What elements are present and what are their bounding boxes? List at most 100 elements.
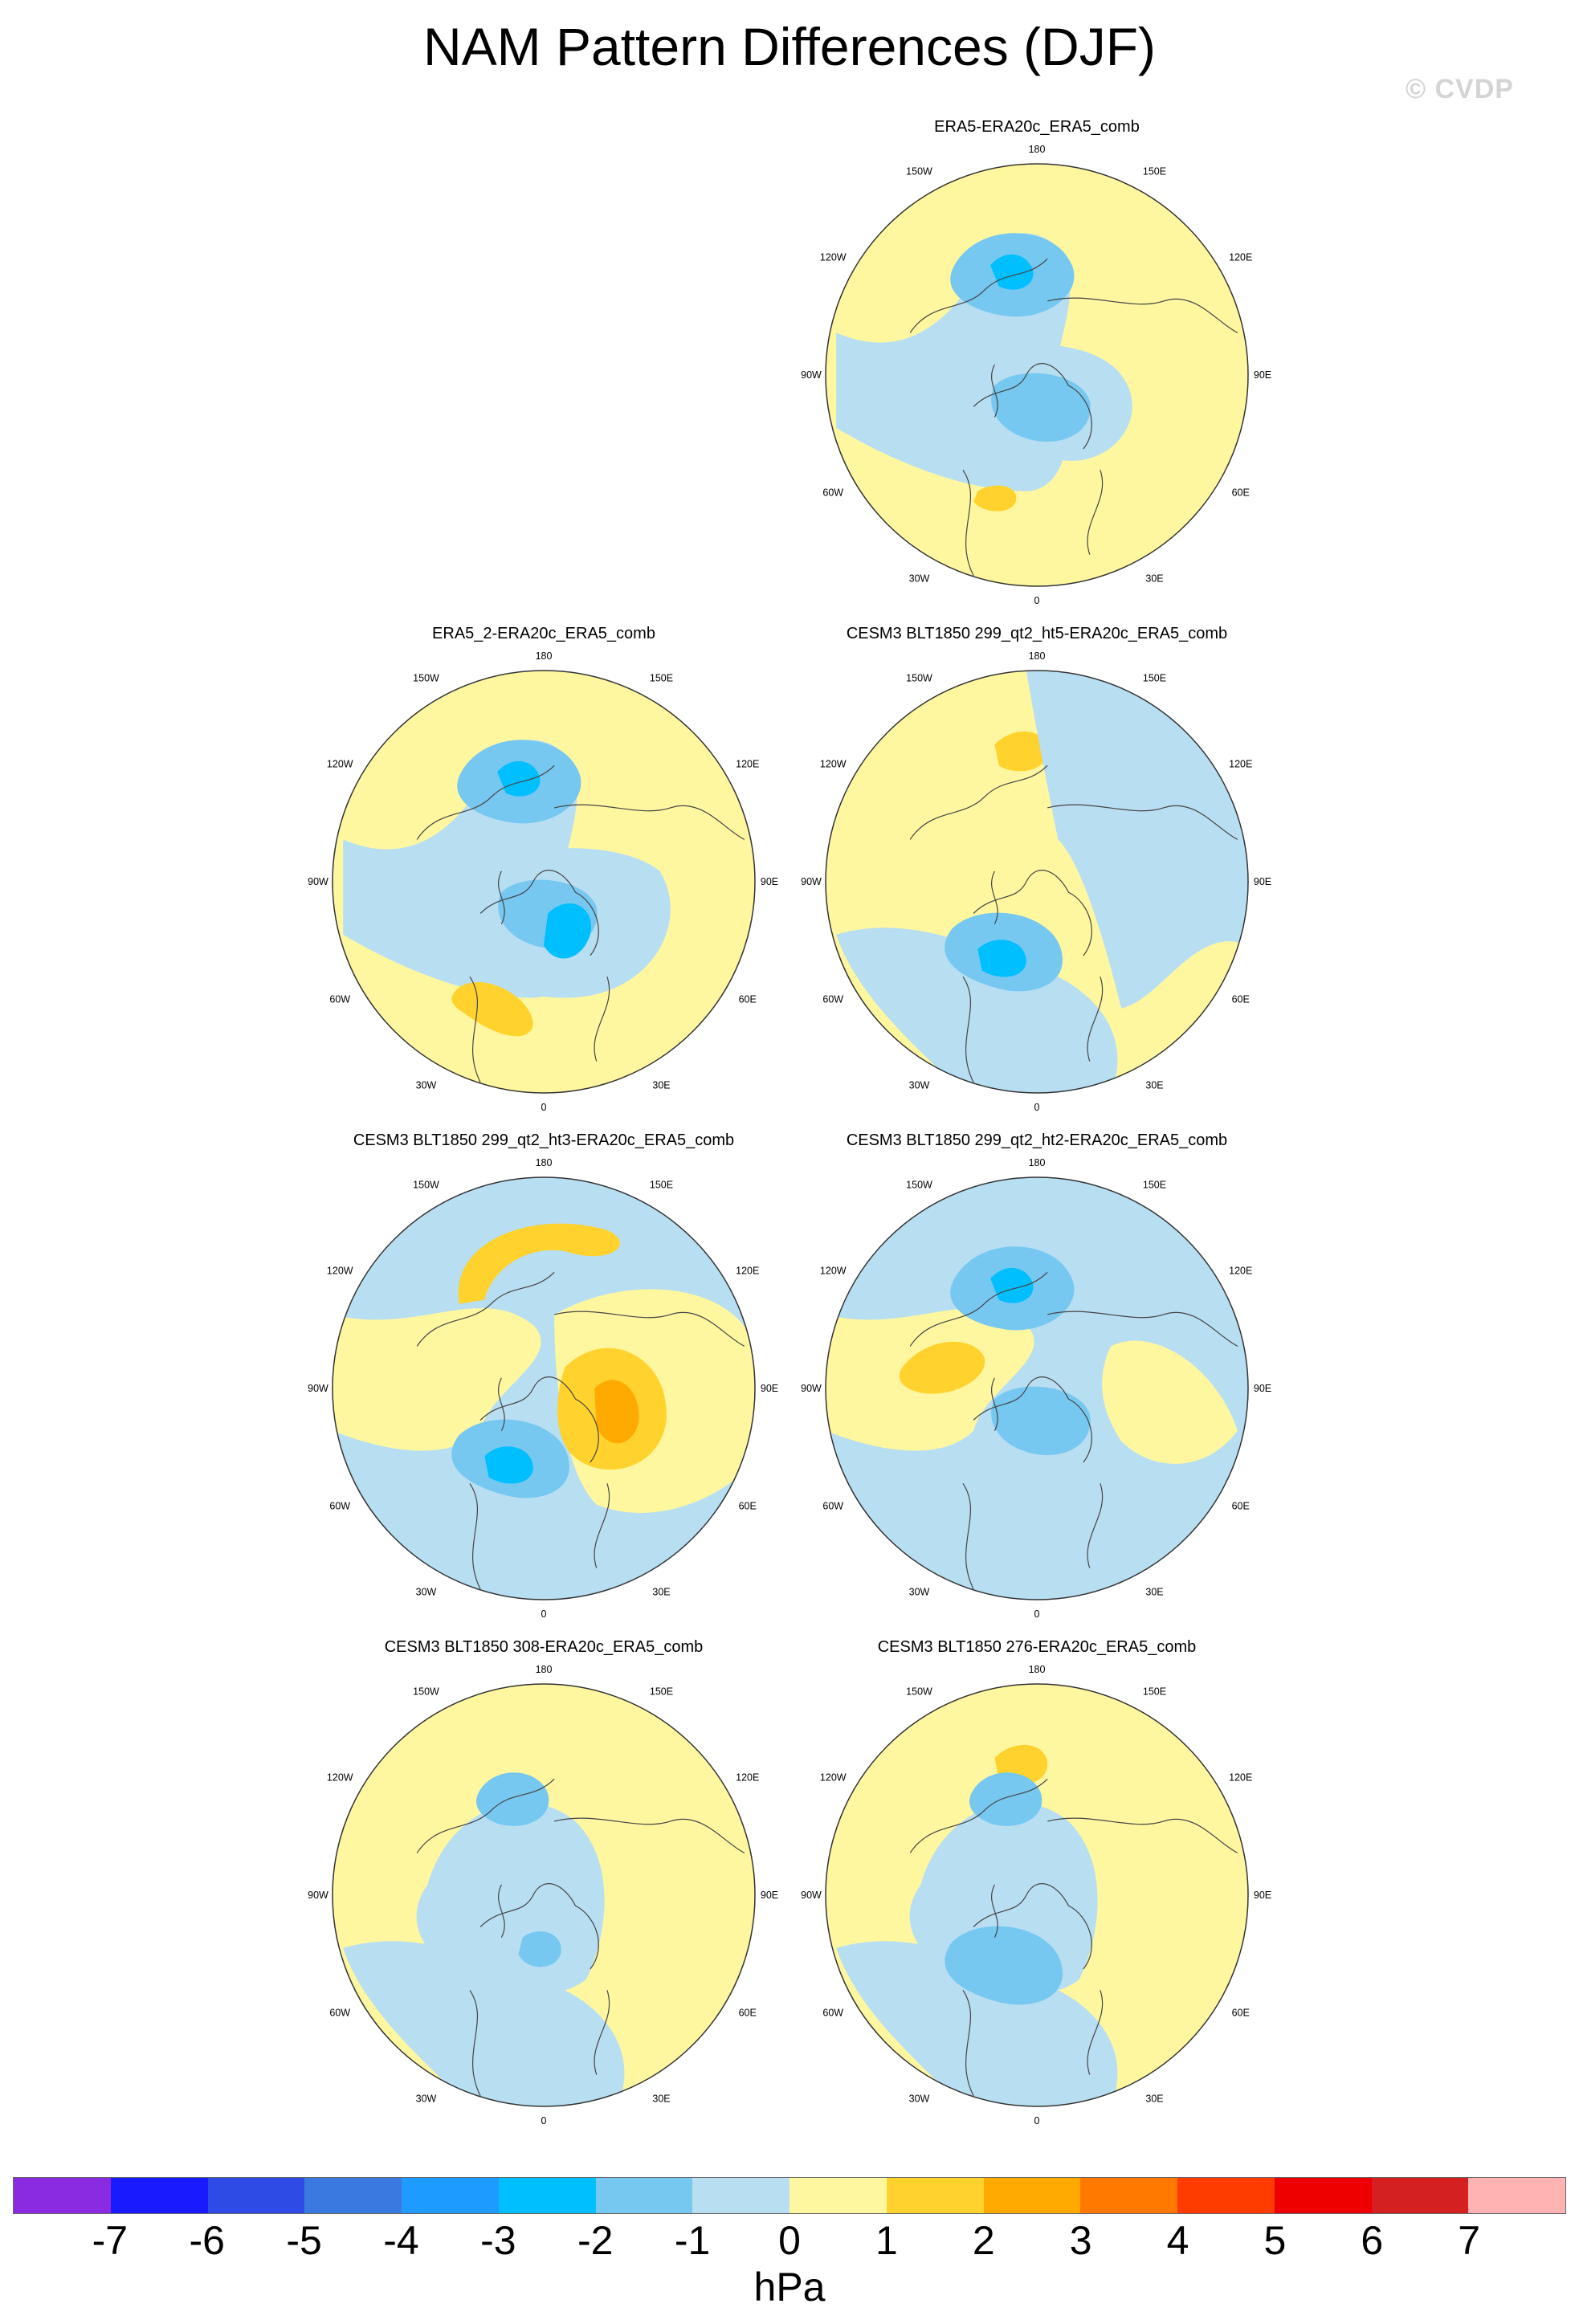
coastline: [909, 1778, 1238, 2097]
longitude-label: 90E: [1254, 369, 1271, 381]
colorbar-tick-label: -7: [92, 2218, 129, 2263]
map-border: [825, 163, 1249, 587]
longitude-label: 0: [1034, 2115, 1040, 2126]
map-panel: ERA5_2-ERA20c_ERA5_comb 180 150E 120E 90E 60E…: [308, 625, 778, 1113]
map-border: [332, 1683, 756, 2107]
longitude-label: 30W: [416, 1587, 437, 1598]
longitude-label: 90W: [801, 369, 822, 381]
longitude-label: 150E: [1143, 1686, 1166, 1697]
map-border: [825, 1176, 1249, 1600]
longitude-label: 120W: [820, 1772, 847, 1784]
map-panel: CESM3 BLT1850 276-ERA20c_ERA5_comb 180 150…: [801, 1638, 1271, 2126]
longitude-label: 60E: [739, 994, 757, 1005]
colorbar-tick-label: -2: [577, 2218, 614, 2263]
longitude-label: 120E: [1229, 252, 1252, 263]
longitude-label: 150E: [650, 1179, 673, 1190]
longitude-label: 150W: [413, 1179, 439, 1190]
longitude-label: 60W: [822, 1501, 843, 1512]
contour-region: [544, 903, 592, 959]
panel-title: CESM3 BLT1850 299_qt2_ht2-ERA20c_ERA5_co…: [847, 1131, 1227, 1149]
contour-region: [973, 485, 1017, 512]
contour-region: [836, 1941, 1118, 2106]
pressure-field: [826, 1684, 1248, 2106]
pressure-field: [826, 671, 1248, 1093]
longitude-label: 60W: [329, 994, 350, 1005]
contour-region: [484, 1446, 533, 1484]
coastline: [909, 258, 1238, 577]
longitude-label: 150E: [650, 672, 673, 683]
colorbar-tick-label: 4: [1166, 2218, 1189, 2263]
map-border: [332, 670, 756, 1094]
watermark: © CVDP: [1406, 74, 1514, 104]
longitude-label: 120E: [1229, 1772, 1252, 1784]
contour-region: [1102, 1340, 1238, 1464]
colorbar-tick-label: 0: [778, 2218, 801, 2263]
longitude-label: 60W: [822, 2008, 843, 2019]
panel-title: CESM3 BLT1850 308-ERA20c_ERA5_comb: [385, 1638, 704, 1656]
coastline: [909, 1271, 1238, 1590]
longitude-label: 180: [536, 1664, 553, 1675]
pressure-field: [826, 1177, 1248, 1600]
colorbar-ticks: -7 -6 -5 -4 -3 -2 -1 0 1 2 3 4 5 6 7: [0, 2216, 1579, 2265]
colorbar-swatch: [1468, 2178, 1565, 2213]
longitude-label: 150W: [413, 672, 439, 683]
longitude-label: 150W: [906, 1179, 932, 1190]
longitude-label: 60E: [1232, 994, 1250, 1005]
contour-region: [994, 731, 1048, 772]
contour-region: [977, 940, 1026, 977]
longitude-label: 0: [1034, 595, 1040, 606]
panel-title: CESM3 BLT1850 276-ERA20c_ERA5_comb: [878, 1638, 1197, 1656]
longitude-label: 0: [1034, 1608, 1040, 1620]
colorbar-tick-label: 2: [972, 2218, 995, 2263]
coastline: [416, 1778, 745, 2097]
contour-region: [990, 1267, 1034, 1303]
contour-region: [990, 254, 1034, 290]
colorbar-tick-label: -5: [286, 2218, 322, 2263]
contour-region: [991, 1386, 1091, 1456]
longitude-label: 60E: [1232, 2008, 1250, 2019]
longitude-label: 30W: [909, 1587, 930, 1598]
colorbar-swatch: [304, 2178, 402, 2213]
colorbar-tick-label: -1: [674, 2218, 711, 2263]
coastline: [416, 1271, 745, 1590]
longitude-label: 120E: [1229, 1266, 1252, 1277]
map-panel: CESM3 BLT1850 299_qt2_ht3-ERA20c_ERA5_co…: [308, 1131, 778, 1620]
contour-region: [945, 1926, 1063, 2005]
longitude-label: 30E: [1145, 1587, 1163, 1598]
map-panel: CESM3 BLT1850 299_qt2_ht2-ERA20c_ERA5_co…: [801, 1131, 1271, 1620]
longitude-label: 90W: [801, 1890, 822, 1901]
longitude-label: 150E: [1143, 165, 1166, 177]
contour-region: [343, 1941, 625, 2106]
longitude-label: 0: [541, 1608, 547, 1620]
contour-region: [476, 1772, 549, 1826]
colorbar-swatch: [1274, 2178, 1372, 2213]
longitude-label: 120E: [736, 759, 759, 770]
longitude-label: 60E: [739, 2008, 757, 2019]
longitude-label: 60W: [329, 2008, 350, 2019]
colorbar-swatch: [595, 2178, 693, 2213]
longitude-label: 120W: [327, 1266, 353, 1277]
longitude-label: 150W: [906, 672, 932, 683]
colorbar-tick-label: -4: [383, 2218, 419, 2263]
map-border: [332, 1176, 756, 1600]
colorbar-swatch: [14, 2178, 111, 2213]
longitude-label: 0: [541, 1102, 547, 1113]
longitude-label: 30W: [909, 2094, 930, 2105]
longitude-label: 150E: [1143, 1179, 1166, 1190]
longitude-label: 30E: [1145, 573, 1163, 585]
colorbar-swatch: [1080, 2178, 1177, 2213]
colorbar-swatch: [207, 2178, 305, 2213]
longitude-label: 90W: [308, 1383, 328, 1394]
longitude-label: 30W: [909, 573, 930, 585]
coastline: [909, 764, 1238, 1083]
longitude-label: 120W: [327, 759, 353, 770]
longitude-label: 180: [1029, 650, 1046, 662]
colorbar-tick-label: 6: [1361, 2218, 1384, 2263]
colorbar-swatch: [402, 2178, 499, 2213]
longitude-label: 120W: [820, 759, 847, 770]
longitude-label: 30E: [1145, 1080, 1163, 1091]
longitude-label: 30E: [652, 1080, 670, 1091]
longitude-label: 120E: [736, 1266, 759, 1277]
colorbar-swatch: [983, 2178, 1081, 2213]
longitude-label: 60W: [822, 994, 843, 1005]
